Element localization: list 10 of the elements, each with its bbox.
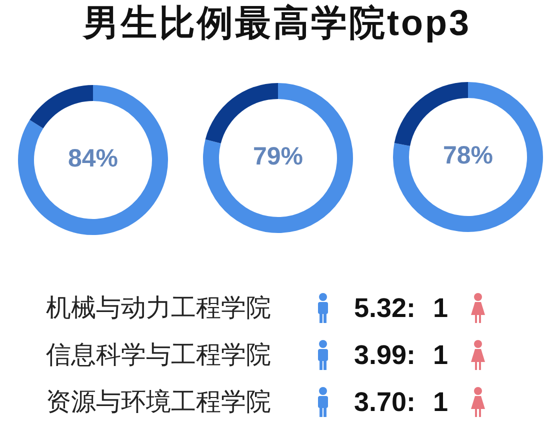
- text: 3.70: 1: [354, 387, 448, 417]
- category-label: 资源与环境工程学院: [46, 387, 271, 417]
- text: 5.32: 1: [354, 293, 448, 323]
- text: 男生比例最高学院top3: [82, 1, 472, 45]
- text: 3.99: 1: [354, 340, 448, 370]
- text: 84%: [68, 144, 118, 172]
- category-label: 信息科学与工程学院: [46, 340, 271, 370]
- text: 78%: [442, 142, 494, 170]
- text: 79%: [252, 142, 304, 170]
- category-label: 机械与动力工程学院: [46, 293, 271, 323]
